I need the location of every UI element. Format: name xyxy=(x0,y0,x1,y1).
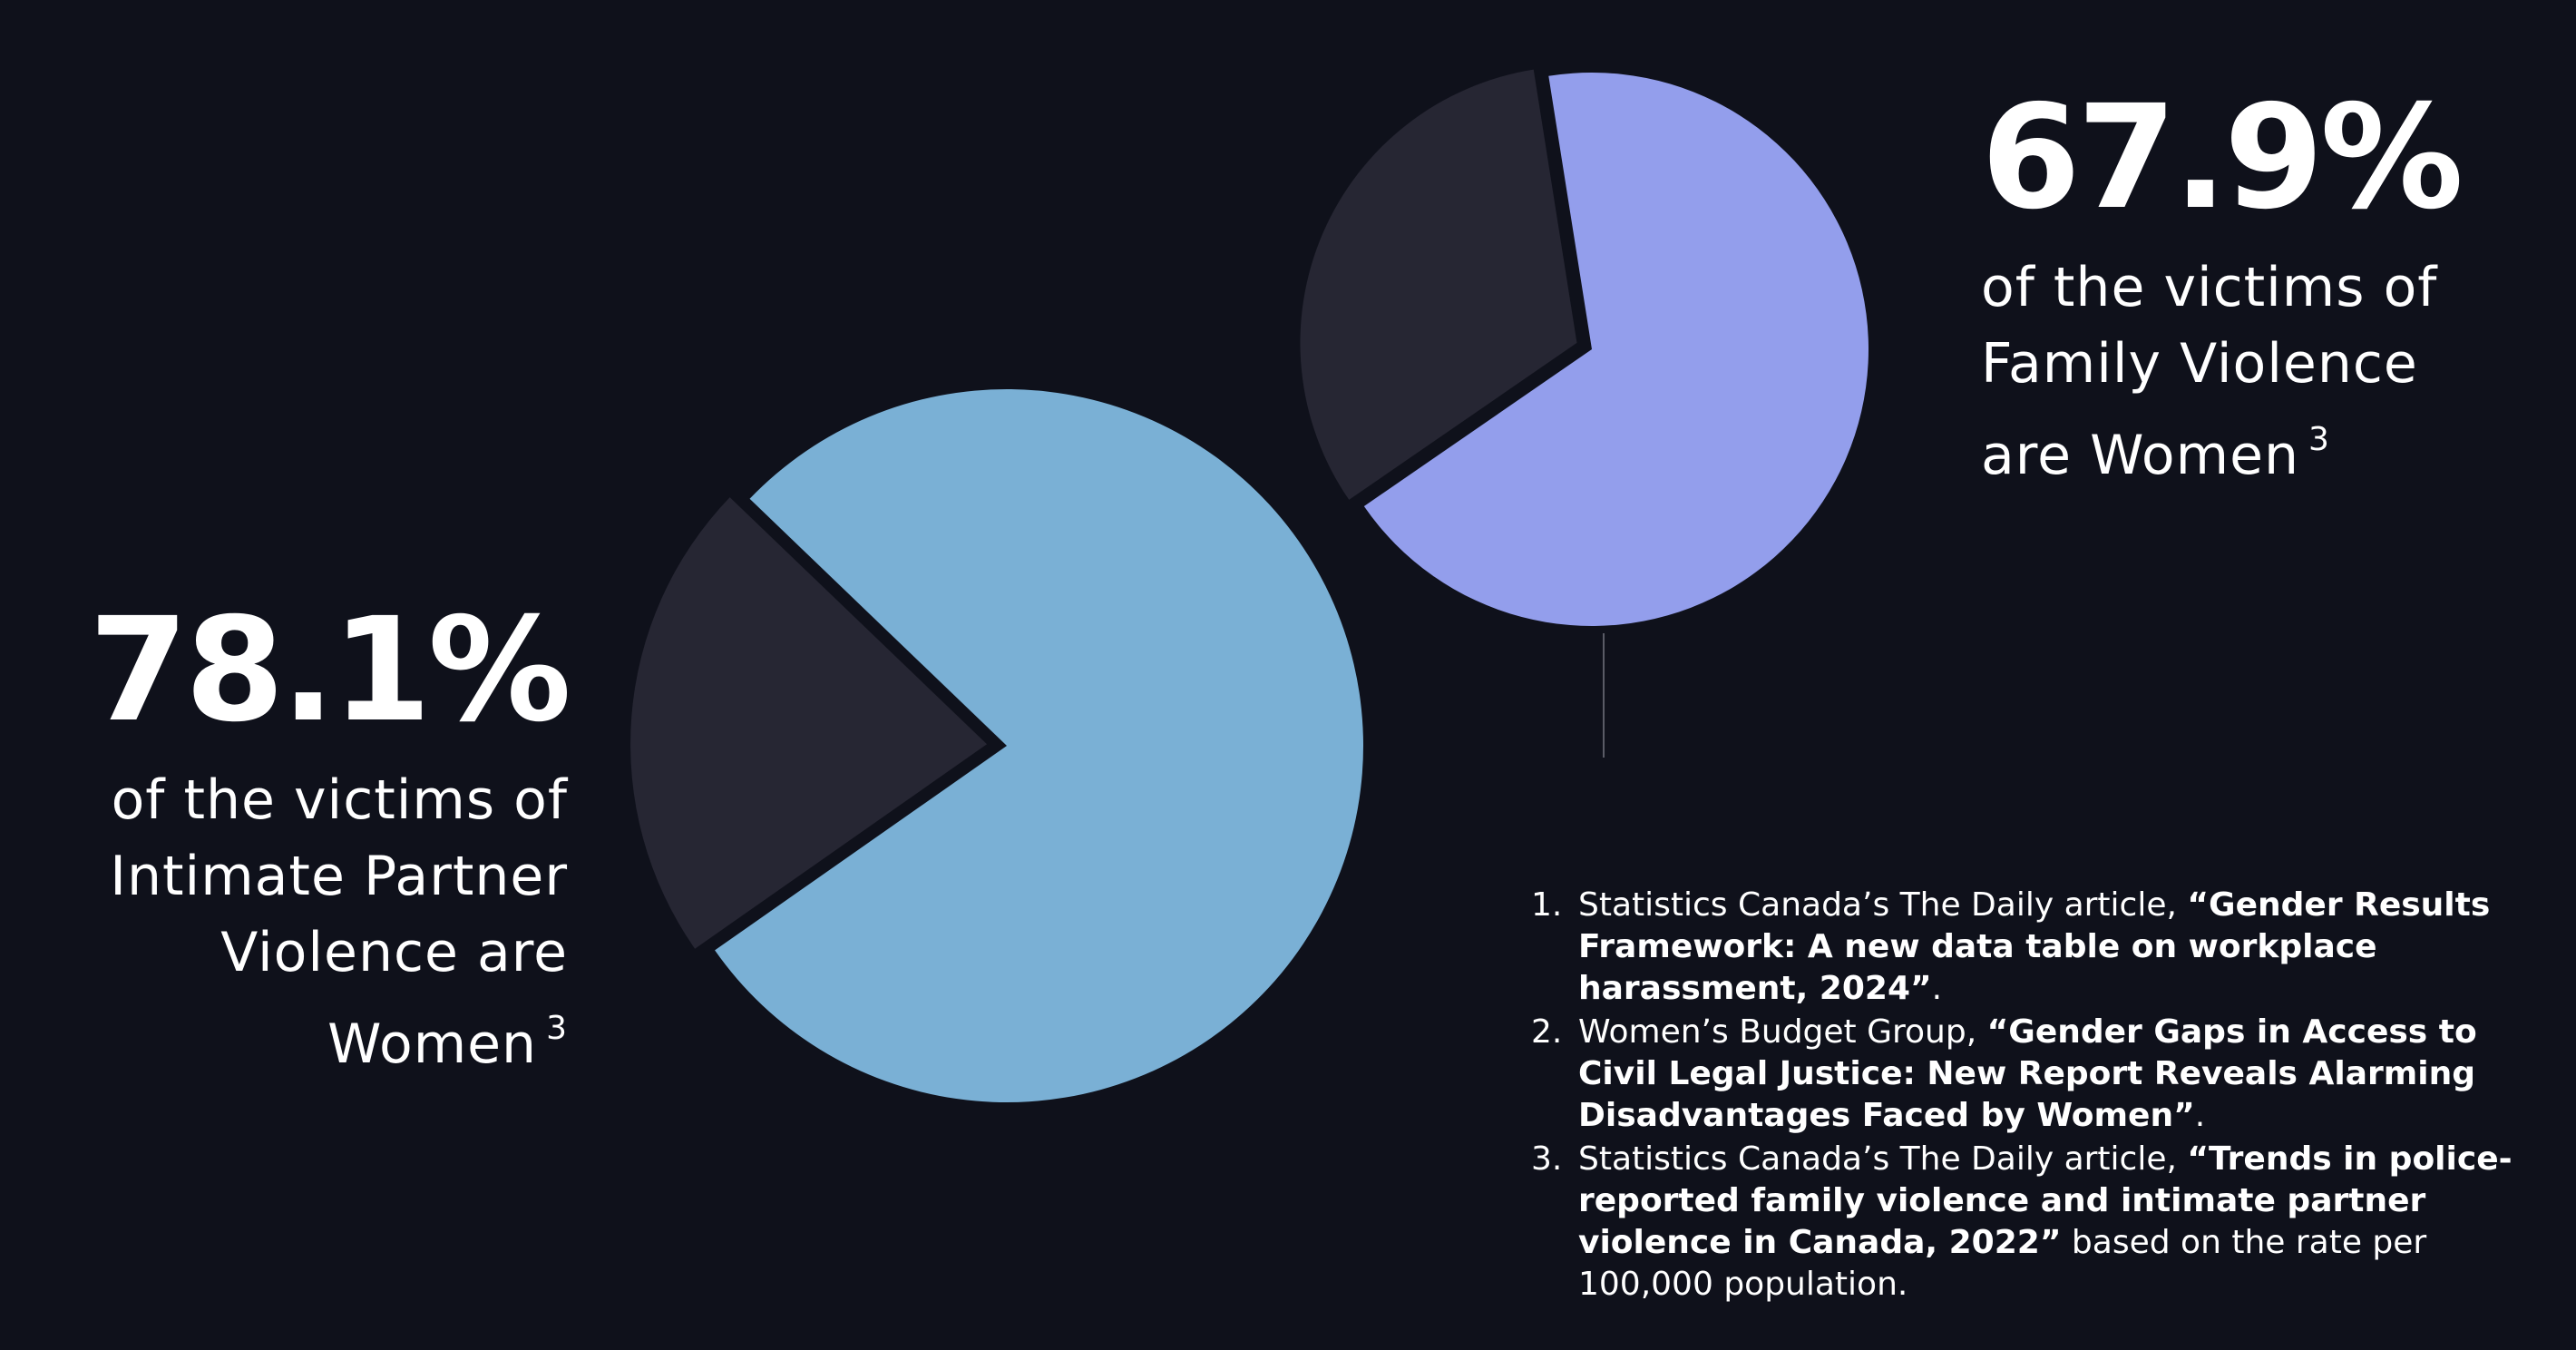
stat-fv-description: of the victims of Family Violence are Wo… xyxy=(1981,249,2561,494)
reference-title: “Gender Gaps in Access to Civil Legal Ju… xyxy=(1578,1013,2477,1134)
stat-family-violence: 67.9% of the victims of Family Violence … xyxy=(1981,86,2561,494)
reference-title: “Gender Results Framework: A new data ta… xyxy=(1578,886,2491,1007)
stat-ipv-line-last: Women 3 xyxy=(5,991,568,1082)
pie-slice-intimate-partner-violence-1 xyxy=(715,388,1363,1103)
stat-fv-line: are Women xyxy=(1981,424,2300,487)
reference-text: Statistics Canada’s The Daily article, “… xyxy=(1578,885,2529,1010)
reference-item: 1. Statistics Canada’s The Daily article… xyxy=(1531,885,2529,1010)
reference-item: 2. Women’s Budget Group, “Gender Gaps in… xyxy=(1531,1012,2529,1137)
stat-ipv-line: Intimate Partner xyxy=(110,845,568,908)
stat-ipv-footnote: 3 xyxy=(546,1010,568,1047)
reference-suffix: based on the rate per 100,000 population… xyxy=(1578,1224,2427,1303)
stat-ipv-line: Violence are xyxy=(220,921,568,984)
stat-ipv-line: Women xyxy=(327,1012,538,1076)
stat-intimate-partner-violence: 78.1% of the victims of Intimate Partner… xyxy=(5,587,571,1082)
reference-text: Statistics Canada’s The Daily article, “… xyxy=(1578,1139,2529,1306)
stat-fv-value: 67.9% xyxy=(1981,74,2464,241)
reference-suffix: . xyxy=(1931,970,1943,1007)
stat-ipv-line: of the victims of xyxy=(111,768,568,832)
reference-source: Women’s Budget Group, xyxy=(1578,1013,1987,1051)
stat-ipv-value: 78.1% xyxy=(88,587,571,754)
reference-source: Statistics Canada’s The Daily article, xyxy=(1578,886,2188,924)
reference-text: Women’s Budget Group, “Gender Gaps in Ac… xyxy=(1578,1012,2529,1137)
pie-chart-family-violence xyxy=(1300,69,1869,627)
pie-slice-family-violence-1 xyxy=(1363,73,1869,627)
pie-chart-intimate-partner-violence xyxy=(630,388,1363,1103)
stat-ipv-description: of the victims of Intimate Partner Viole… xyxy=(5,762,568,1082)
stat-fv-footnote: 3 xyxy=(2308,421,2330,458)
stat-fv-line-last: are Women 3 xyxy=(1981,402,2561,494)
reference-number: 3. xyxy=(1531,1140,1563,1178)
references-list: 1. Statistics Canada’s The Daily article… xyxy=(1531,885,2529,1307)
stat-fv-line: Family Violence xyxy=(1981,332,2418,396)
reference-source: Statistics Canada’s The Daily article, xyxy=(1578,1140,2188,1178)
reference-item: 3. Statistics Canada’s The Daily article… xyxy=(1531,1139,2529,1306)
reference-number: 1. xyxy=(1531,886,1563,924)
reference-number: 2. xyxy=(1531,1013,1563,1051)
pie-slice-intimate-partner-violence-2 xyxy=(630,497,988,949)
reference-suffix: . xyxy=(2194,1097,2206,1134)
reference-title: “Trends in police-reported family violen… xyxy=(1578,1140,2513,1261)
pie-slice-family-violence-2 xyxy=(1300,69,1577,500)
stat-fv-line: of the victims of xyxy=(1981,256,2438,319)
